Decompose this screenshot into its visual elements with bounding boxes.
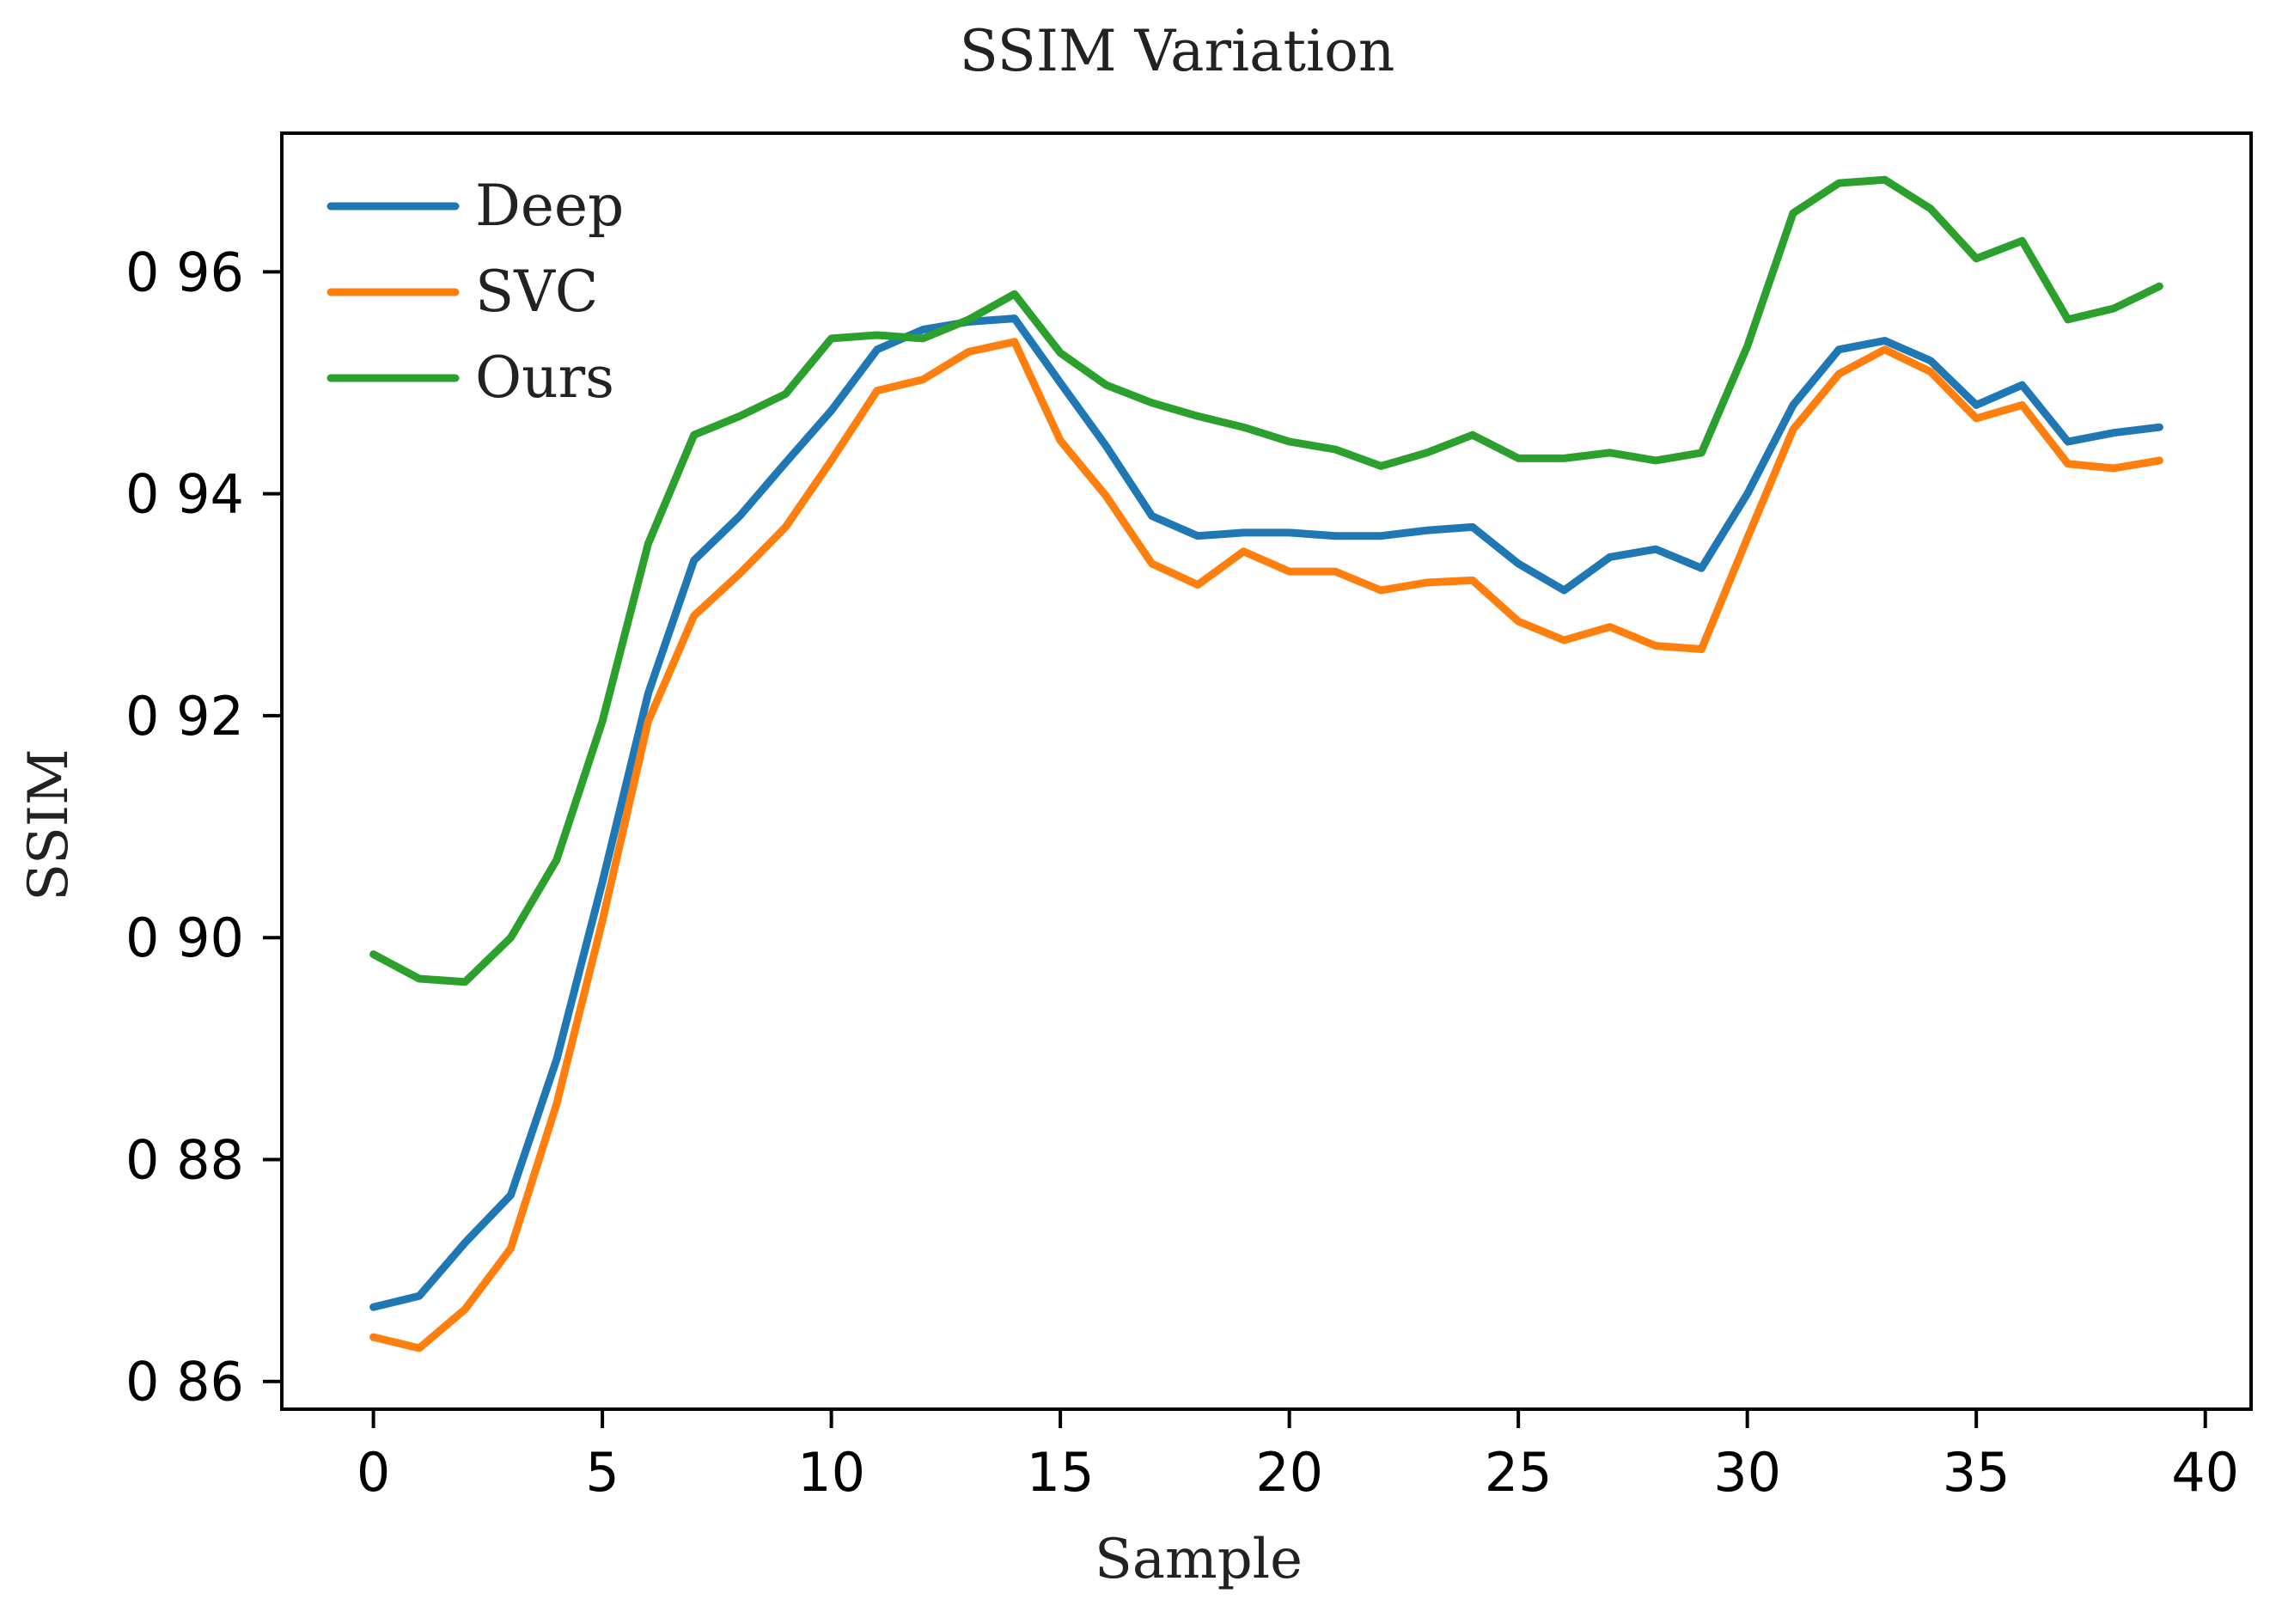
x-tick-label: 10	[797, 1441, 865, 1504]
x-tick-label: 30	[1713, 1441, 1781, 1504]
x-tick-label: 5	[585, 1441, 619, 1504]
x-tick-label: 0	[357, 1441, 390, 1504]
x-tick-label: 25	[1485, 1441, 1553, 1504]
legend-label-deep: Deep	[475, 173, 624, 239]
chart-title: SSIM Variation	[960, 18, 1395, 84]
x-tick-label: 15	[1027, 1441, 1095, 1504]
series-line-svc	[369, 338, 2163, 1352]
y-axis: 0 86 0 88 0 90 0 92 0 94 0 96	[125, 241, 282, 1413]
y-tick-label: 0 86	[125, 1351, 244, 1413]
y-tick-label: 0 88	[125, 1128, 244, 1191]
legend: Deep SVC Ours	[326, 173, 624, 411]
y-tick-label: 0 90	[125, 907, 244, 969]
y-tick-label: 0 94	[125, 463, 244, 526]
legend-label-svc: SVC	[475, 259, 598, 325]
y-tick-label: 0 92	[125, 685, 244, 748]
x-tick-label: 20	[1255, 1441, 1323, 1504]
y-axis-label: SSIM	[17, 748, 81, 901]
x-tick-label: 35	[1943, 1441, 2011, 1504]
x-axis-label: Sample	[1095, 1528, 1303, 1591]
series-lines	[369, 175, 2163, 1352]
y-tick-label: 0 96	[125, 241, 244, 303]
legend-label-ours: Ours	[475, 345, 614, 411]
x-axis: 0 5 10 15 20 25 30 35 40	[357, 1409, 2239, 1504]
plot-frame	[280, 131, 2253, 1411]
x-tick-label: 40	[2171, 1441, 2239, 1504]
series-line-ours	[369, 175, 2163, 986]
series-line-deep	[369, 314, 2163, 1311]
